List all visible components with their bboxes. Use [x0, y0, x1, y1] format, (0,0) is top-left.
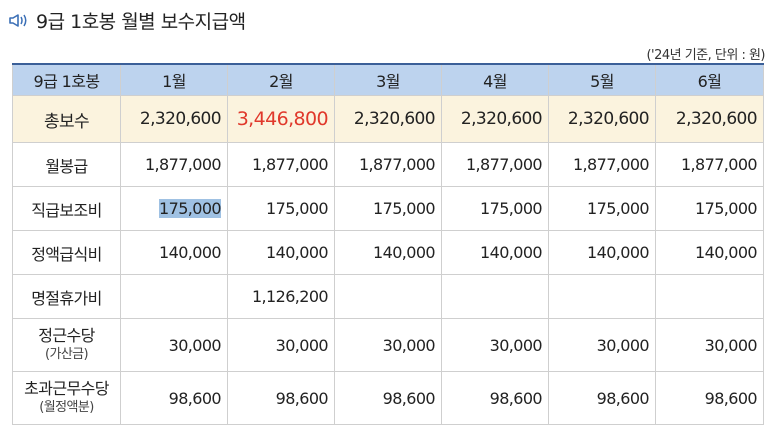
cell-value: 98,600: [227, 371, 335, 425]
cell-value: 98,600: [120, 371, 228, 425]
row-base-pay: 월봉급 1,877,000 1,877,000 1,877,000 1,877,…: [12, 142, 764, 187]
row-label: 초과근무수당 (월정액분): [12, 371, 121, 425]
cell-value: 30,000: [120, 318, 228, 372]
cell-value: 30,000: [334, 318, 442, 372]
page-title: 9급 1호봉 월별 보수지급액: [36, 10, 246, 33]
cell-value: 140,000: [227, 230, 335, 275]
row-total: 총보수 2,320,600 3,446,800 2,320,600 2,320,…: [12, 95, 764, 143]
cell-value: 1,877,000: [441, 142, 549, 187]
cell-value: 140,000: [655, 230, 764, 275]
cell-value: 2,320,600: [120, 95, 228, 143]
cell-value: [655, 274, 764, 319]
cell-value: 30,000: [655, 318, 764, 372]
row-label-main: 정근수당: [38, 326, 95, 345]
selected-text[interactable]: 175,000: [159, 199, 222, 218]
header-month: 5월: [548, 63, 656, 96]
header-row: 9급 1호봉 1월 2월 3월 4월 5월 6월: [12, 63, 764, 96]
cell-value: 175,000: [334, 186, 442, 231]
cell-value: [548, 274, 656, 319]
cell-value: 1,126,200: [227, 274, 335, 319]
row-label: 명절휴가비: [12, 274, 121, 319]
cell-value: 98,600: [655, 371, 764, 425]
cell-value: 2,320,600: [334, 95, 442, 143]
header-month: 1월: [120, 63, 228, 96]
cell-value: 1,877,000: [655, 142, 764, 187]
cell-value: 175,000: [120, 186, 228, 231]
cell-value: 98,600: [334, 371, 442, 425]
cell-value: 1,877,000: [548, 142, 656, 187]
row-label: 정근수당 (가산금): [12, 318, 121, 372]
cell-value: 175,000: [655, 186, 764, 231]
cell-value: 1,877,000: [120, 142, 228, 187]
cell-value: 2,320,600: [441, 95, 549, 143]
header-month: 3월: [334, 63, 442, 96]
row-meal-allowance: 정액급식비 140,000 140,000 140,000 140,000 14…: [12, 230, 764, 275]
unit-note: ('24년 기준, 단위 : 원): [646, 48, 765, 63]
cell-value: 140,000: [334, 230, 442, 275]
cell-value: 140,000: [120, 230, 228, 275]
cell-value-highlight: 3,446,800: [227, 95, 335, 143]
row-holiday-bonus: 명절휴가비 1,126,200: [12, 274, 764, 319]
row-label: 직급보조비: [12, 186, 121, 231]
header-month: 6월: [655, 63, 764, 96]
row-label: 총보수: [12, 95, 121, 143]
megaphone-icon: [9, 14, 27, 27]
cell-value: 30,000: [227, 318, 335, 372]
cell-value: 2,320,600: [548, 95, 656, 143]
cell-value: [441, 274, 549, 319]
salary-table: 9급 1호봉 1월 2월 3월 4월 5월 6월 총보수 2,320,600 3…: [12, 63, 764, 425]
cell-value: 1,877,000: [334, 142, 442, 187]
header-month: 2월: [227, 63, 335, 96]
row-label: 정액급식비: [12, 230, 121, 275]
cell-value: 98,600: [441, 371, 549, 425]
row-overtime-allowance: 초과근무수당 (월정액분) 98,600 98,600 98,600 98,60…: [12, 371, 764, 425]
header-month: 4월: [441, 63, 549, 96]
cell-value: 140,000: [548, 230, 656, 275]
cell-value: 30,000: [548, 318, 656, 372]
row-label-sub: (가산금): [44, 347, 89, 362]
header-grade: 9급 1호봉: [12, 63, 121, 96]
cell-value: 30,000: [441, 318, 549, 372]
cell-value: [334, 274, 442, 319]
cell-value: 175,000: [441, 186, 549, 231]
cell-value: [120, 274, 228, 319]
cell-value: 98,600: [548, 371, 656, 425]
cell-value: 175,000: [548, 186, 656, 231]
cell-value: 140,000: [441, 230, 549, 275]
row-label: 월봉급: [12, 142, 121, 187]
row-duty-allowance: 직급보조비 175,000 175,000 175,000 175,000 17…: [12, 186, 764, 231]
row-diligence-allowance: 정근수당 (가산금) 30,000 30,000 30,000 30,000 3…: [12, 318, 764, 372]
page-title-wrap: 9급 1호봉 월별 보수지급액: [8, 6, 246, 34]
cell-value: 175,000: [227, 186, 335, 231]
cell-value: 2,320,600: [655, 95, 764, 143]
cell-value: 1,877,000: [227, 142, 335, 187]
row-label-main: 초과근무수당: [24, 379, 109, 398]
row-label-sub: (월정액분): [39, 400, 94, 415]
